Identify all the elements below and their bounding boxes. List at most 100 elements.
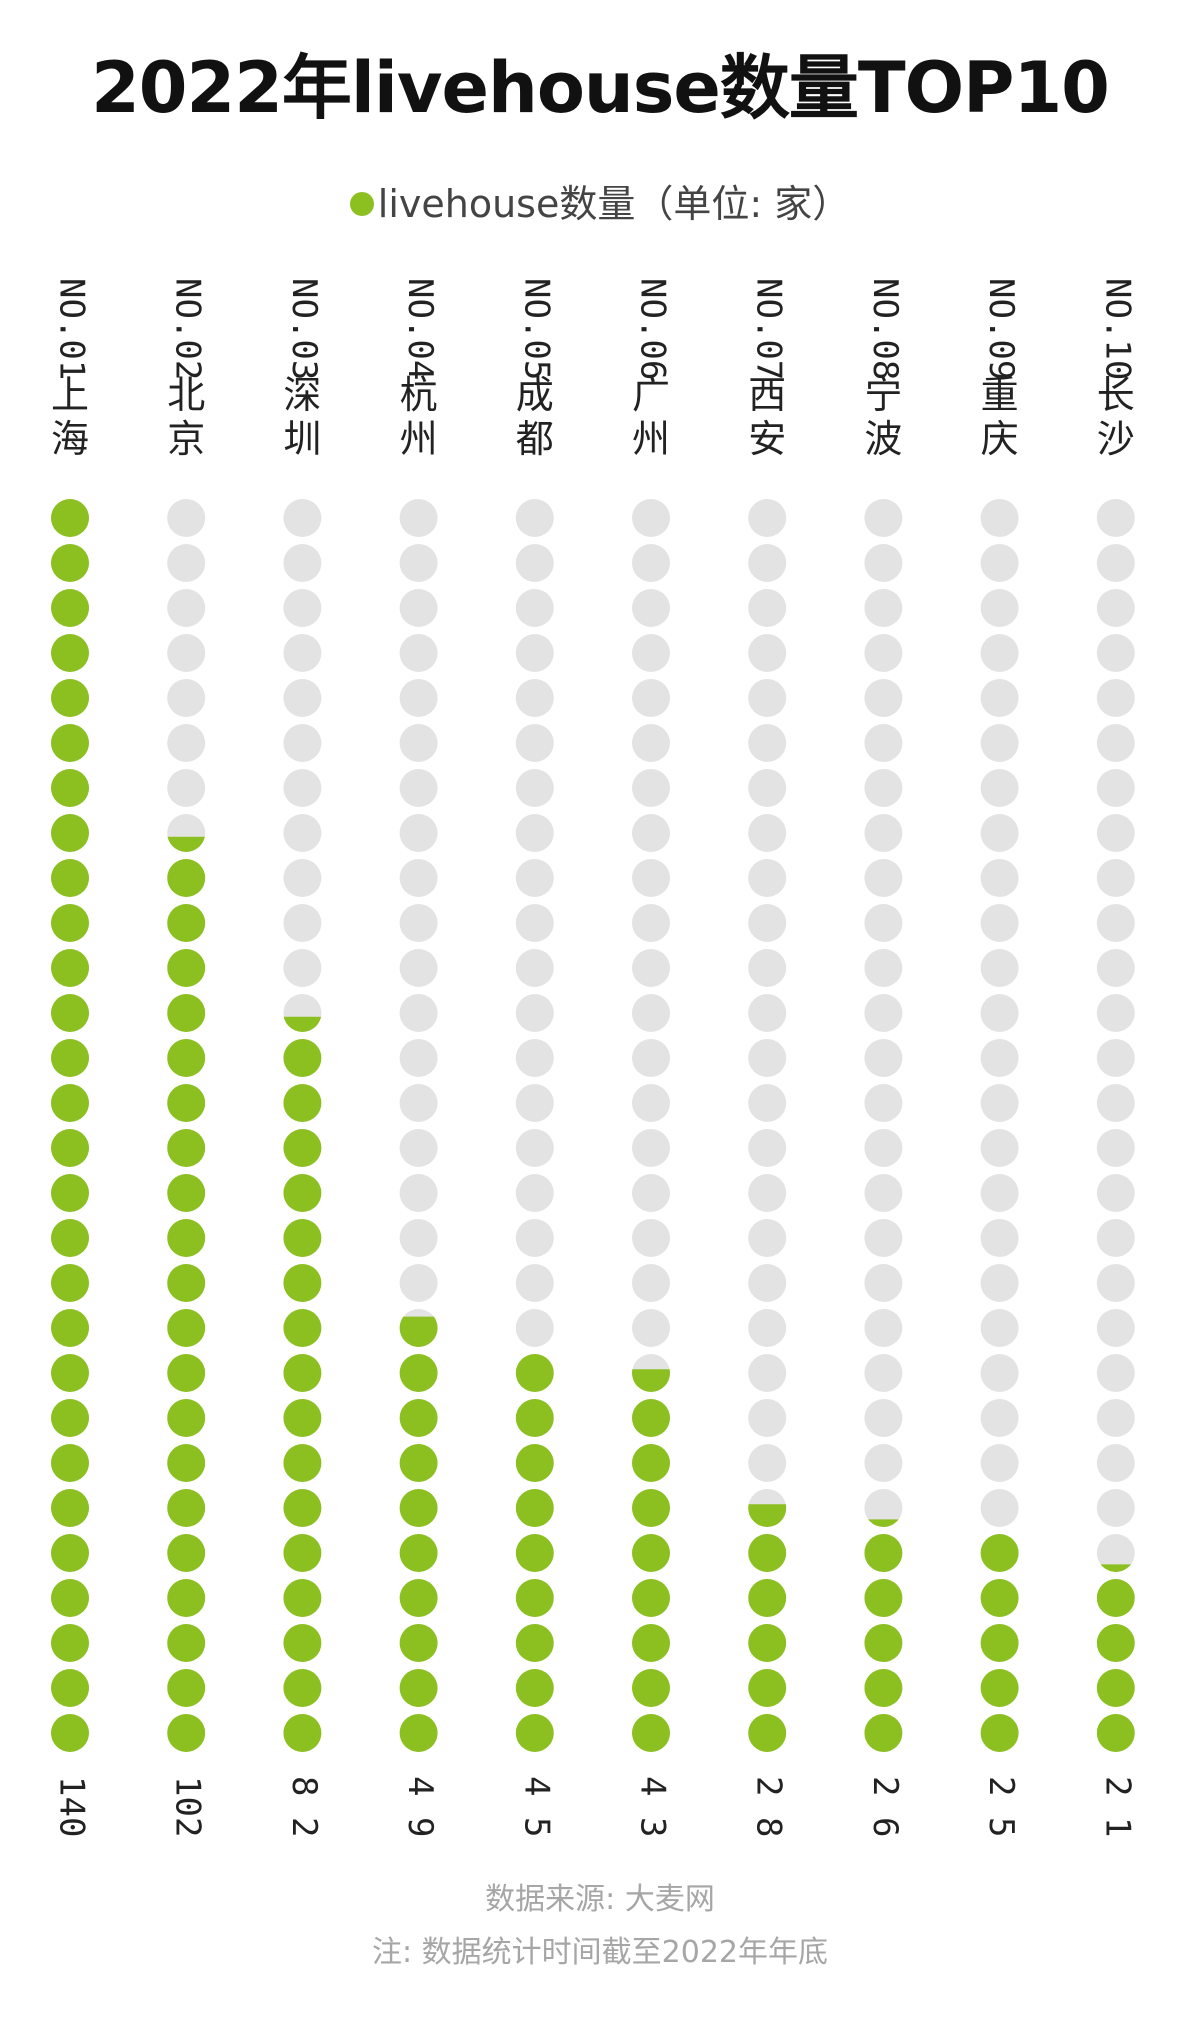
- city-label-char: 波: [864, 417, 902, 461]
- empty-dot: [748, 994, 787, 1032]
- empty-dot: [167, 589, 206, 627]
- empty-dot: [167, 724, 206, 762]
- empty-dot: [1096, 1444, 1135, 1482]
- empty-dot: [748, 1264, 787, 1302]
- empty-dot: [399, 1174, 438, 1212]
- empty-dot: [748, 1354, 787, 1392]
- filled-dot: [399, 1444, 438, 1482]
- filled-dot: [980, 1714, 1019, 1752]
- filled-dot: [51, 1579, 89, 1617]
- empty-dot: [1096, 1264, 1135, 1302]
- empty-dot: [864, 1444, 903, 1482]
- filled-dot: [632, 1669, 670, 1707]
- filled-dot: [51, 1624, 89, 1662]
- empty-dot: [1096, 904, 1135, 942]
- empty-dot: [748, 679, 787, 717]
- empty-dot: [632, 1039, 670, 1077]
- value-label: 4 9: [400, 1776, 440, 1837]
- filled-dot: [283, 1444, 322, 1482]
- filled-dot: [283, 1219, 322, 1257]
- empty-dot: [864, 1489, 903, 1527]
- filled-dot: [399, 1534, 438, 1572]
- filled-dot: [167, 1714, 206, 1752]
- empty-dot: [167, 769, 206, 807]
- filled-dot: [980, 1534, 1019, 1572]
- empty-dot: [1096, 544, 1135, 582]
- filled-dot: [167, 1534, 206, 1572]
- filled-dot: [51, 1309, 89, 1347]
- filled-dot: [167, 1264, 206, 1302]
- empty-dot: [1096, 634, 1135, 672]
- empty-dot: [399, 1264, 438, 1302]
- filled-dot: [51, 859, 89, 897]
- filled-dot: [283, 1714, 322, 1752]
- empty-dot: [748, 859, 787, 897]
- filled-dot: [980, 1579, 1019, 1617]
- empty-dot: [632, 1174, 670, 1212]
- empty-dot: [864, 1084, 903, 1122]
- empty-dot: [515, 769, 554, 807]
- empty-dot: [980, 1084, 1019, 1122]
- empty-dot: [167, 634, 206, 672]
- empty-dot: [748, 634, 787, 672]
- empty-dot: [632, 634, 670, 672]
- filled-dot: [980, 1669, 1019, 1707]
- filled-dot: [283, 1309, 322, 1347]
- city-label-char: 都: [516, 417, 554, 461]
- empty-dot: [864, 1039, 903, 1077]
- empty-dot: [1096, 679, 1135, 717]
- empty-dot: [1096, 1129, 1135, 1167]
- filled-dot: [748, 1714, 787, 1752]
- filled-dot: [167, 1489, 206, 1527]
- filled-dot: [283, 1489, 322, 1527]
- empty-dot: [864, 544, 903, 582]
- empty-dot: [515, 949, 554, 987]
- filled-dot: [632, 1369, 670, 1392]
- filled-dot: [748, 1669, 787, 1707]
- empty-dot: [515, 1309, 554, 1347]
- filled-dot: [632, 1714, 670, 1752]
- empty-dot: [980, 1354, 1019, 1392]
- empty-dot: [632, 724, 670, 762]
- value-label: 4 3: [633, 1776, 673, 1837]
- filled-dot: [51, 679, 89, 717]
- empty-dot: [980, 1174, 1019, 1212]
- empty-dot: [283, 634, 322, 672]
- empty-dot: [748, 1399, 787, 1437]
- empty-dot: [1096, 589, 1135, 627]
- filled-dot: [51, 994, 89, 1032]
- value-label: 2 8: [749, 1776, 789, 1837]
- empty-dot: [515, 1084, 554, 1122]
- filled-dot: [632, 1579, 670, 1617]
- empty-dot: [283, 724, 322, 762]
- filled-dot: [864, 1714, 903, 1752]
- empty-dot: [1096, 1489, 1135, 1527]
- empty-dot: [515, 1219, 554, 1257]
- empty-dot: [748, 1444, 787, 1482]
- empty-dot: [1096, 1354, 1135, 1392]
- empty-dot: [980, 499, 1019, 537]
- filled-dot: [864, 1534, 903, 1572]
- filled-dot: [399, 1579, 438, 1617]
- empty-dot: [980, 1219, 1019, 1257]
- empty-dot: [283, 859, 322, 897]
- empty-dot: [864, 1174, 903, 1212]
- empty-dot: [748, 949, 787, 987]
- empty-dot: [515, 544, 554, 582]
- empty-dot: [1096, 499, 1135, 537]
- filled-dot: [51, 1399, 89, 1437]
- city-label-char: 成: [516, 373, 554, 417]
- empty-dot: [1096, 1039, 1135, 1077]
- value-label: 140: [52, 1776, 92, 1837]
- filled-dot: [51, 1039, 89, 1077]
- filled-dot: [1096, 1714, 1135, 1752]
- empty-dot: [748, 1309, 787, 1347]
- empty-dot: [515, 679, 554, 717]
- empty-dot: [980, 904, 1019, 942]
- empty-dot: [632, 1264, 670, 1302]
- legend-swatch: [349, 191, 374, 216]
- filled-dot: [283, 1624, 322, 1662]
